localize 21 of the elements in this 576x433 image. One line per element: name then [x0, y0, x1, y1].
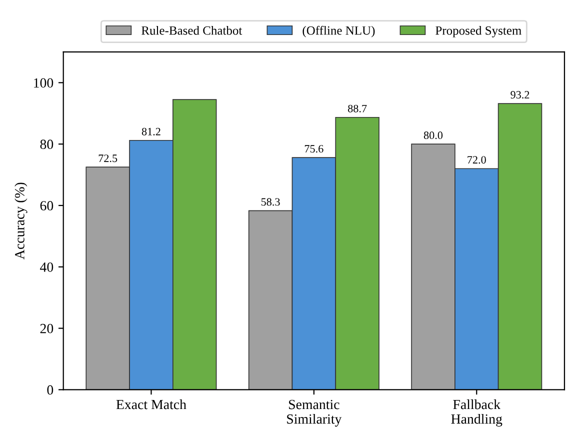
data-label: 88.7	[348, 104, 367, 112]
y-tick-label: 60	[40, 201, 54, 210]
data-label: 58.3	[261, 198, 280, 206]
x-tick-label: Exact Match	[116, 399, 186, 410]
data-label: 72.5	[98, 154, 118, 162]
data-label: 72.0	[468, 156, 486, 164]
y-axis-title: Accuracy (%)	[14, 182, 28, 260]
y-tick-label: 80	[40, 140, 54, 150]
data-label: 81.2	[142, 128, 160, 136]
data-label: 80.0	[424, 132, 443, 140]
y-tick-label: 100	[34, 78, 54, 88]
y-tick-label: 20	[40, 324, 54, 334]
data-label: 93.2	[510, 91, 530, 99]
legend-label: Rule-Based Chatbot	[142, 26, 242, 35]
x-tick-label: Fallback Handling	[451, 399, 502, 427]
data-label: 75.6	[304, 145, 324, 153]
x-tick-label: Semantic Similarity	[287, 400, 342, 427]
legend-label: (Offline NLU)	[302, 26, 375, 38]
legend-label: Proposed System	[436, 26, 522, 38]
y-tick-label: 0	[47, 385, 54, 395]
y-tick-label: 40	[40, 262, 54, 272]
